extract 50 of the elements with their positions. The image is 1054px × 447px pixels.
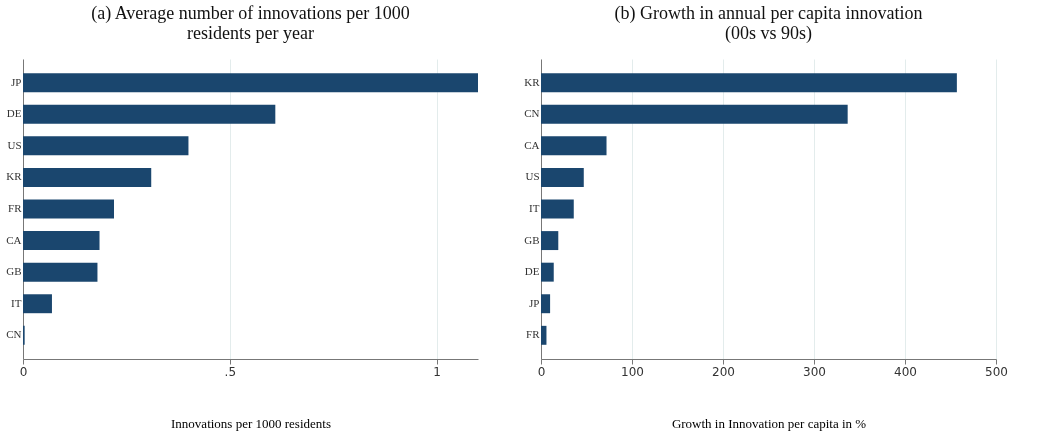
x-axis-title: Innovations per 1000 residents bbox=[171, 415, 331, 431]
bar bbox=[541, 167, 584, 187]
text: (00s vs 90s) bbox=[724, 23, 813, 43]
y-tick-label: GB bbox=[524, 233, 540, 246]
y-tick-label: IT bbox=[529, 202, 540, 214]
y-tick-label: CA bbox=[6, 233, 22, 246]
x-tick-label: 300 bbox=[803, 364, 826, 379]
text: (b) Growth in annual per capita innovation bbox=[614, 3, 923, 23]
bar bbox=[23, 231, 100, 251]
x-tick-label: 100 bbox=[621, 364, 644, 379]
bar bbox=[541, 73, 957, 93]
bar bbox=[23, 199, 114, 219]
y-tick-label: DE bbox=[6, 107, 22, 120]
x-tick-label: 500 bbox=[985, 364, 1008, 379]
bar bbox=[23, 136, 189, 156]
bar bbox=[541, 325, 547, 345]
bar bbox=[541, 136, 607, 156]
bar bbox=[23, 104, 276, 124]
bar bbox=[541, 262, 554, 282]
x-tick-label: 0 bbox=[19, 364, 28, 379]
x-axis-title: Growth in Innovation per capita in % bbox=[671, 415, 867, 431]
y-tick-label: US bbox=[7, 138, 22, 151]
x-tick-label: 1 bbox=[433, 364, 441, 379]
text: (a) Average number of innovations per 1000 bbox=[91, 3, 410, 23]
y-tick-label: FR bbox=[8, 202, 23, 214]
y-tick-label: DE bbox=[524, 265, 540, 278]
y-tick-label: US bbox=[525, 170, 540, 183]
bar bbox=[541, 199, 574, 219]
bar bbox=[23, 294, 52, 314]
bar bbox=[541, 294, 551, 314]
bar bbox=[23, 262, 98, 282]
x-tick-label: 200 bbox=[712, 364, 735, 379]
text: residents per year bbox=[187, 23, 314, 43]
y-tick-label: KR bbox=[6, 170, 23, 183]
bar bbox=[541, 104, 848, 124]
y-tick-label: CN bbox=[524, 107, 540, 120]
bar bbox=[23, 73, 478, 93]
y-tick-label: CA bbox=[524, 138, 540, 151]
x-tick-label: .5 bbox=[224, 364, 237, 379]
y-tick-label: KR bbox=[524, 75, 541, 88]
bar bbox=[23, 167, 152, 187]
y-tick-label: JP bbox=[11, 75, 22, 88]
y-tick-label: IT bbox=[11, 296, 22, 309]
y-tick-label: FR bbox=[526, 328, 541, 341]
x-tick-label: 0 bbox=[537, 364, 546, 379]
x-tick-label: 400 bbox=[894, 364, 917, 379]
y-tick-label: CN bbox=[6, 328, 22, 341]
bar bbox=[541, 231, 559, 251]
y-tick-label: GB bbox=[6, 265, 22, 278]
y-tick-label: JP bbox=[529, 296, 540, 309]
